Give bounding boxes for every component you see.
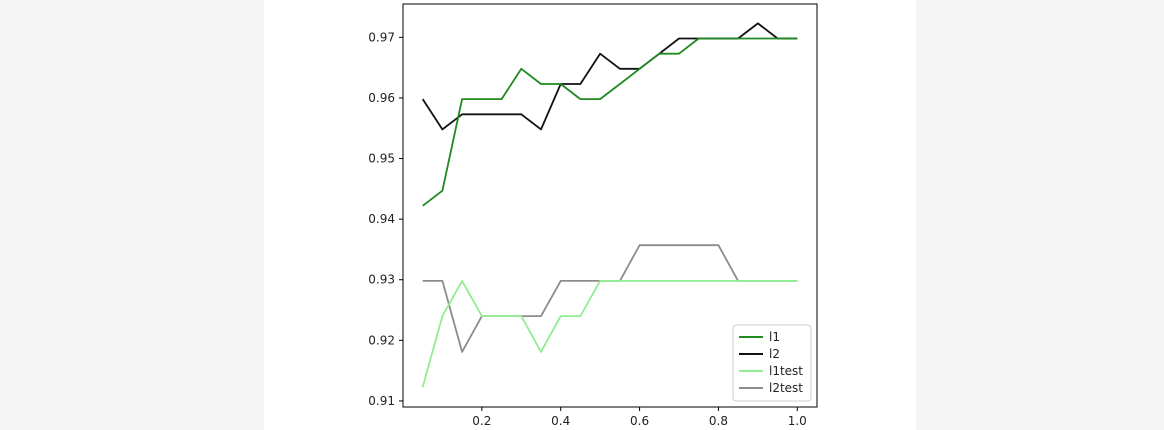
x-tick-label-3: 0.8: [709, 414, 728, 428]
x-tick-label-1: 0.4: [551, 414, 570, 428]
series-lines: [421, 22, 798, 388]
series-line-0: [422, 37, 798, 207]
x-axis: 0.2 0.4 0.6 0.8 1.0: [472, 407, 807, 428]
y-axis: 0.91 0.92 0.93 0.94 0.95 0.96 0.97: [368, 30, 403, 408]
x-tick-label-2: 0.6: [630, 414, 649, 428]
legend: l1 l2 l1test l2test: [732, 324, 812, 402]
legend-box: [732, 324, 812, 402]
legend-label-0: l1: [769, 330, 780, 344]
y-tick-label-1: 0.92: [368, 333, 395, 347]
y-tick-label-2: 0.93: [368, 273, 395, 287]
plot-frame: [402, 3, 818, 408]
series-line-2: [421, 279, 798, 388]
legend-label-1: l2: [769, 347, 780, 361]
line-chart: 0.2 0.4 0.6 0.8 1.0 0.91 0.92 0.93 0.94 0.95 0.96…: [368, 3, 818, 428]
y-tick-label-6: 0.97: [368, 30, 395, 44]
x-tick-label-0: 0.2: [472, 414, 491, 428]
y-tick-label-0: 0.91: [368, 394, 395, 408]
legend-label-3: l2test: [769, 381, 803, 395]
legend-label-2: l1test: [769, 364, 803, 378]
y-tick-label-3: 0.94: [368, 212, 395, 226]
y-tick-label-4: 0.95: [368, 152, 395, 166]
y-tick-label-5: 0.96: [368, 91, 395, 105]
figure-panel: 0.2 0.4 0.6 0.8 1.0 0.91 0.92 0.93 0.94 0.95 0.96…: [264, 0, 916, 430]
x-tick-label-4: 1.0: [788, 414, 807, 428]
